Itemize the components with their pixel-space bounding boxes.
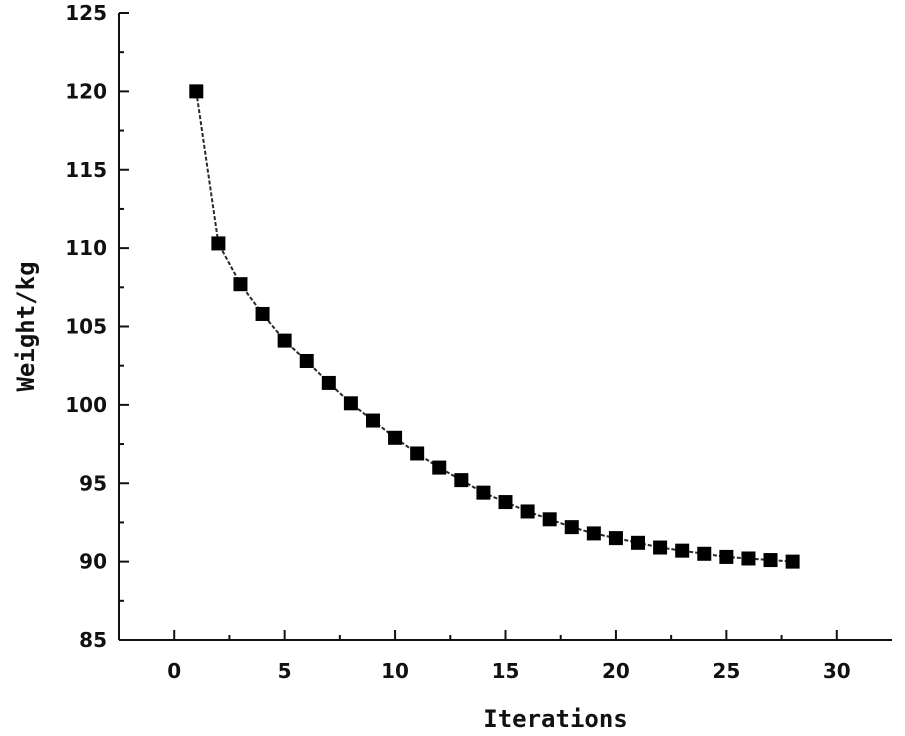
data-point [719,549,734,564]
y-axis-label: Weight/kg [12,261,40,391]
data-point [233,277,248,292]
x-ticks: 0 5 10 15 20 25 30 [118,630,851,683]
x-tick-label: 20 [602,659,630,683]
data-point [520,504,535,519]
y-tick-label: 90 [79,550,107,574]
data-point [653,540,668,555]
data-point [586,526,601,541]
x-tick-label: 30 [823,659,851,683]
data-point [741,551,756,566]
data-point [365,413,380,428]
data-point [476,485,491,500]
data-point [388,430,403,445]
y-tick-label: 95 [79,471,107,495]
x-tick-label: 15 [492,659,520,683]
data-point [343,396,358,411]
data-point [432,460,447,475]
data-point [564,520,579,535]
series-line [195,91,793,563]
data-point [410,446,425,461]
plot-area [189,84,800,569]
data-point [785,554,800,569]
data-point [255,306,270,321]
y-tick-label: 125 [65,1,107,25]
x-tick-label: 0 [167,659,181,683]
data-point [454,473,469,488]
data-point [631,535,646,550]
data-point [697,546,712,561]
data-point [189,84,204,99]
data-point [608,531,623,546]
x-tick-label: 10 [381,659,409,683]
x-tick-label: 5 [278,659,292,683]
y-tick-label: 110 [65,236,107,260]
y-tick-label: 105 [65,315,107,339]
data-point [321,375,336,390]
y-tick-label: 115 [65,158,107,182]
y-tick-label: 100 [65,393,107,417]
data-point [277,333,292,348]
data-point [675,543,690,558]
y-tick-label: 120 [65,79,107,103]
x-tick-label: 25 [712,659,740,683]
data-point [211,236,226,251]
data-point [498,495,513,510]
y-ticks: 85 90 95 100 105 110 115 120 125 [65,1,129,652]
axes [118,13,892,641]
y-tick-label: 85 [79,628,107,652]
data-point [763,553,778,568]
x-axis-label: Iterations [483,705,628,733]
data-point [299,353,314,368]
data-point [542,512,557,527]
